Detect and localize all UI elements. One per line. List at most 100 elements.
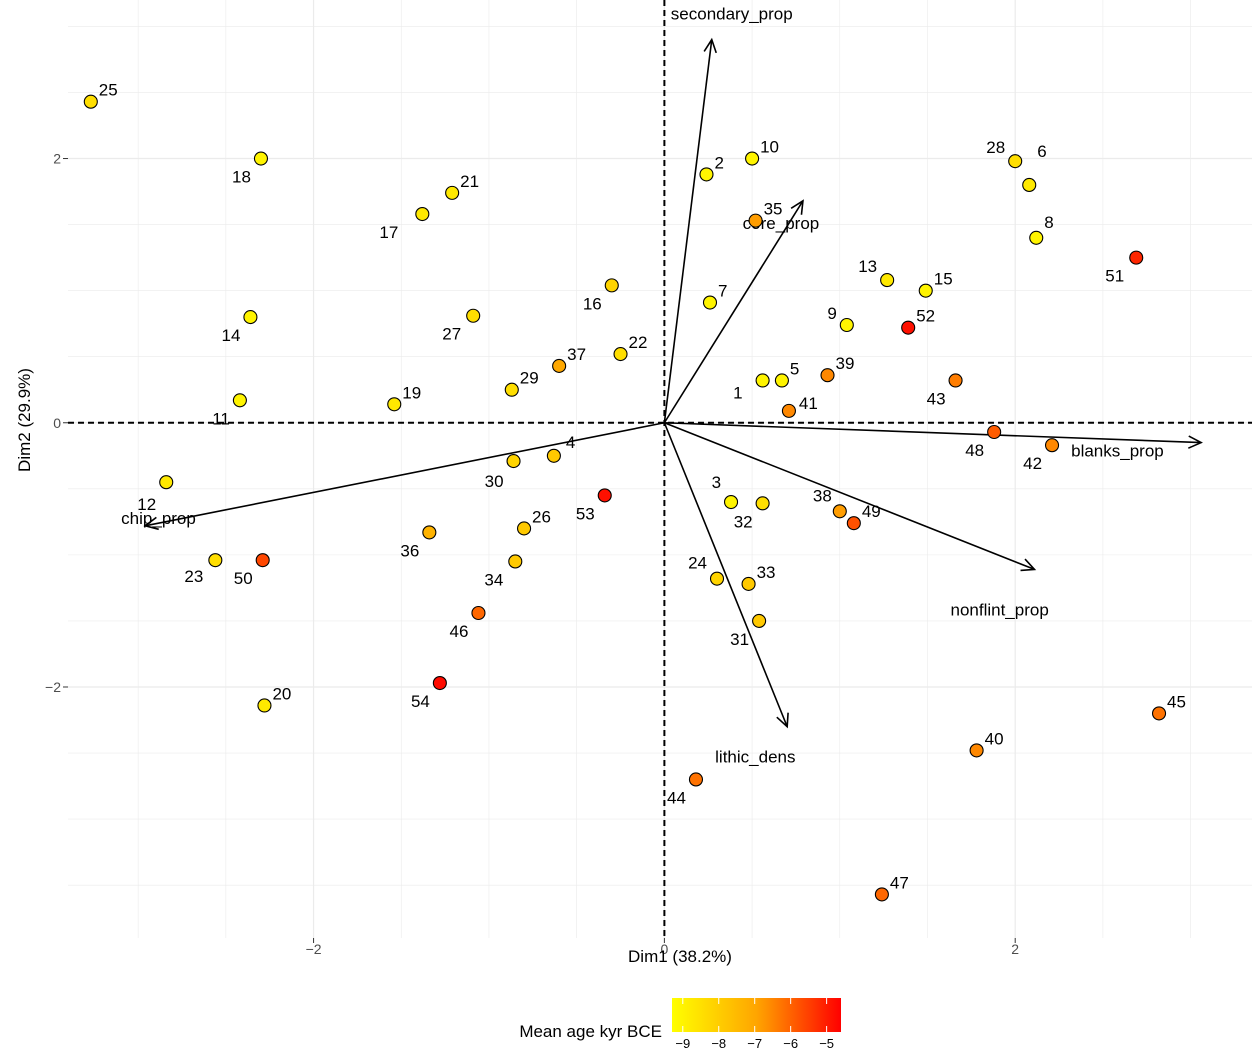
arrowhead-blanks_prop (1187, 435, 1203, 449)
point-label: 50 (234, 569, 253, 588)
arrow-core_prop (663, 200, 804, 424)
point-46 (471, 605, 486, 621)
point-label: 49 (862, 502, 881, 521)
point-9 (839, 317, 854, 333)
point-label: 20 (272, 684, 291, 703)
grid-layer (68, 0, 1252, 938)
legend-tick-label: −7 (747, 1036, 762, 1051)
point-label: 40 (985, 729, 1004, 748)
point-label: 12 (137, 495, 156, 514)
point-50 (255, 553, 270, 568)
point-31 (752, 613, 767, 628)
point-label: 52 (916, 307, 935, 326)
point-13 (880, 273, 895, 288)
arrowhead-nonflint_prop (1020, 558, 1037, 572)
x-tick-label: −2 (306, 941, 322, 957)
point-label: 24 (688, 554, 707, 573)
variable-label: blanks_prop (1071, 442, 1164, 461)
point-44 (688, 772, 704, 787)
point-label: 26 (532, 507, 551, 526)
point-53 (597, 488, 612, 503)
y-tick-label: 2 (53, 151, 61, 167)
point-labels: 1234567891011121314151617181920212223242… (99, 81, 1186, 893)
point-label: 41 (799, 394, 818, 413)
point-label: 2 (714, 153, 723, 172)
point-22 (613, 347, 628, 362)
point-label: 29 (520, 369, 539, 388)
legend-title: Mean age kyr BCE (519, 1022, 662, 1041)
point-label: 27 (442, 325, 461, 344)
point-15 (918, 283, 933, 298)
axes: −2 0 2 −2 0 2 (45, 151, 1019, 957)
x-axis-title: Dim1 (38.2%) (628, 947, 732, 966)
legend-ticks: −9 −8 −7 −6 −5 (675, 998, 834, 1051)
point-11 (232, 393, 247, 408)
point-5 (774, 373, 789, 388)
point-24 (709, 571, 725, 586)
point-26 (517, 521, 532, 536)
point-6 (1022, 177, 1037, 193)
point-21 (445, 185, 460, 200)
point-label: 21 (460, 172, 479, 191)
point-18 (253, 151, 268, 166)
legend-tick-label: −8 (711, 1036, 726, 1051)
arrow-secondary_prop (663, 39, 713, 423)
variable-label: lithic_dens (715, 748, 795, 767)
point-label: 33 (757, 563, 776, 582)
legend-tick-label: −9 (675, 1036, 690, 1051)
point-25 (83, 94, 98, 109)
point-7 (702, 295, 718, 310)
point-16 (604, 278, 619, 293)
point-49 (846, 516, 861, 531)
point-label: 39 (836, 354, 855, 373)
point-label: 17 (379, 223, 398, 242)
point-label: 44 (667, 788, 686, 807)
point-14 (243, 310, 258, 325)
point-label: 10 (760, 138, 779, 157)
x-tick-label: 2 (1011, 941, 1019, 957)
arrowhead-secondary_prop (703, 37, 717, 54)
point-label: 5 (790, 359, 799, 378)
point-10 (745, 151, 760, 166)
data-points (83, 94, 1167, 902)
point-label: 28 (986, 138, 1005, 157)
point-4 (546, 448, 561, 463)
point-36 (422, 525, 437, 540)
point-label: 45 (1167, 692, 1186, 711)
point-label: 1 (733, 383, 742, 402)
point-label: 18 (232, 168, 251, 187)
point-3 (723, 494, 739, 510)
point-label: 42 (1023, 454, 1042, 473)
point-label: 14 (222, 326, 241, 345)
point-40 (969, 743, 984, 758)
legend-tick-label: −6 (783, 1036, 798, 1051)
point-label: 25 (99, 81, 118, 100)
point-label: 19 (402, 383, 421, 402)
legend-tick-label: −5 (819, 1036, 834, 1051)
point-34 (508, 554, 523, 569)
point-19 (387, 397, 402, 412)
point-47 (874, 887, 889, 902)
arrowhead-core_prop (790, 199, 804, 215)
arrow-blanks_prop (664, 421, 1202, 444)
point-label: 51 (1105, 267, 1124, 286)
point-label: 3 (712, 473, 721, 492)
point-27 (466, 308, 481, 323)
arrow-chip_prop (145, 421, 665, 527)
point-51 (1129, 250, 1144, 265)
point-label: 6 (1037, 142, 1046, 161)
point-label: 38 (813, 486, 832, 505)
color-legend: Mean age kyr BCE −9 −8 −7 −6 −5 (519, 998, 841, 1051)
point-20 (257, 698, 272, 713)
point-label: 47 (890, 873, 909, 892)
point-label: 54 (411, 692, 430, 711)
point-label: 53 (576, 504, 595, 523)
point-30 (506, 454, 521, 469)
point-12 (159, 475, 174, 490)
point-label: 48 (965, 441, 984, 460)
arrowhead-lithic_dens (776, 712, 789, 729)
point-label: 46 (450, 622, 469, 641)
point-label: 13 (858, 257, 877, 276)
point-2 (699, 167, 714, 182)
point-label: 37 (567, 345, 586, 364)
